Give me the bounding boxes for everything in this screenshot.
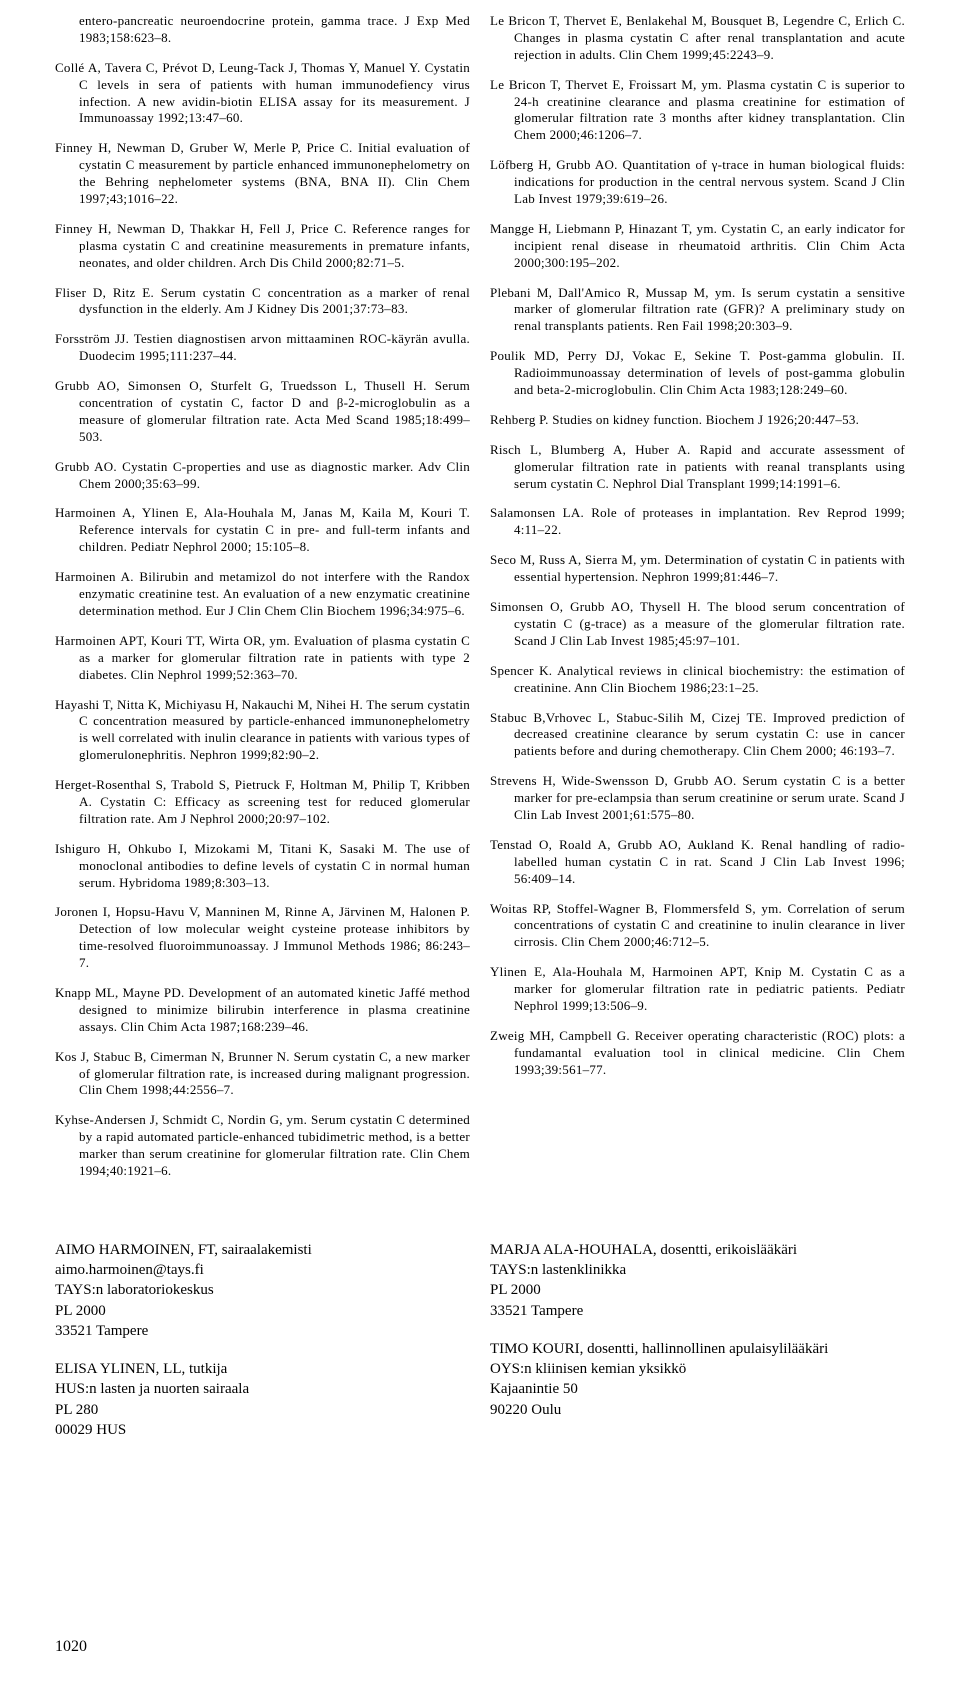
reference-entry: Kyhse-Andersen J, Schmidt C, Nordin G, y… (55, 1112, 470, 1180)
authors-column-right: MARJA ALA-HOUHALA, dosentti, erikoislääk… (490, 1240, 905, 1458)
reference-entry: Grubb AO, Simonsen O, Sturfelt G, Trueds… (55, 378, 470, 446)
authors-column-left: AIMO HARMOINEN, FT, sairaalakemistiaimo.… (55, 1240, 470, 1458)
reference-entry: Knapp ML, Mayne PD. Development of an au… (55, 985, 470, 1036)
reference-entry: Plebani M, Dall'Amico R, Mussap M, ym. I… (490, 285, 905, 336)
reference-entry: Harmoinen A. Bilirubin and metamizol do … (55, 569, 470, 620)
reference-entry: Herget-Rosenthal S, Trabold S, Pietruck … (55, 777, 470, 828)
author-line: PL 2000 (490, 1280, 905, 1300)
reference-entry: Harmoinen A, Ylinen E, Ala-Houhala M, Ja… (55, 505, 470, 556)
author-line: aimo.harmoinen@tays.fi (55, 1260, 470, 1280)
reference-entry: Hayashi T, Nitta K, Michiyasu H, Nakauch… (55, 697, 470, 765)
reference-entry: Seco M, Russ A, Sierra M, ym. Determinat… (490, 552, 905, 586)
author-line: 33521 Tampere (490, 1301, 905, 1321)
reference-entry: Fliser D, Ritz E. Serum cystatin C conce… (55, 285, 470, 319)
author-line: TAYS:n laboratoriokeskus (55, 1280, 470, 1300)
author-line: 00029 HUS (55, 1420, 470, 1440)
reference-entry: Zweig MH, Campbell G. Receiver operating… (490, 1028, 905, 1079)
reference-entry: Joronen I, Hopsu-Havu V, Manninen M, Rin… (55, 904, 470, 972)
reference-entry: Woitas RP, Stoffel-Wagner B, Flommersfel… (490, 901, 905, 952)
author-line: Kajaanintie 50 (490, 1379, 905, 1399)
reference-entry: Ylinen E, Ala-Houhala M, Harmoinen APT, … (490, 964, 905, 1015)
reference-entry: Kos J, Stabuc B, Cimerman N, Brunner N. … (55, 1049, 470, 1100)
author-line: 90220 Oulu (490, 1400, 905, 1420)
author-block: MARJA ALA-HOUHALA, dosentti, erikoislääk… (490, 1240, 905, 1321)
reference-entry: Poulik MD, Perry DJ, Vokac E, Sekine T. … (490, 348, 905, 399)
reference-entry: entero-pancreatic neuroendocrine protein… (55, 13, 470, 47)
reference-entry: Finney H, Newman D, Gruber W, Merle P, P… (55, 140, 470, 208)
author-line: TAYS:n lastenklinikka (490, 1260, 905, 1280)
reference-entry: Ishiguro H, Ohkubo I, Mizokami M, Titani… (55, 841, 470, 892)
reference-entry: Forsström JJ. Testien diagnostisen arvon… (55, 331, 470, 365)
reference-entry: Spencer K. Analytical reviews in clinica… (490, 663, 905, 697)
author-block: TIMO KOURI, dosentti, hallinnollinen apu… (490, 1339, 905, 1420)
reference-entry: Mangge H, Liebmann P, Hinazant T, ym. Cy… (490, 221, 905, 272)
author-line: ELISA YLINEN, LL, tutkija (55, 1359, 470, 1379)
author-line: AIMO HARMOINEN, FT, sairaalakemisti (55, 1240, 470, 1260)
reference-entry: Le Bricon T, Thervet E, Benlakehal M, Bo… (490, 13, 905, 64)
author-block: ELISA YLINEN, LL, tutkijaHUS:n lasten ja… (55, 1359, 470, 1440)
author-line: PL 280 (55, 1400, 470, 1420)
reference-entry: Rehberg P. Studies on kidney function. B… (490, 412, 905, 429)
reference-entry: Strevens H, Wide-Swensson D, Grubb AO. S… (490, 773, 905, 824)
references-column-left: entero-pancreatic neuroendocrine protein… (55, 0, 470, 1180)
author-block: AIMO HARMOINEN, FT, sairaalakemistiaimo.… (55, 1240, 470, 1341)
reference-entry: Löfberg H, Grubb AO. Quantitation of γ-t… (490, 157, 905, 208)
reference-entry: Risch L, Blumberg A, Huber A. Rapid and … (490, 442, 905, 493)
reference-entry: Le Bricon T, Thervet E, Froissart M, ym.… (490, 77, 905, 145)
reference-entry: Salamonsen LA. Role of proteases in impl… (490, 505, 905, 539)
author-line: OYS:n kliinisen kemian yksikkö (490, 1359, 905, 1379)
reference-entry: Stabuc B,Vrhovec L, Stabuc-Silih M, Cize… (490, 710, 905, 761)
author-line: TIMO KOURI, dosentti, hallinnollinen apu… (490, 1339, 905, 1359)
reference-entry: Tenstad O, Roald A, Grubb AO, Aukland K.… (490, 837, 905, 888)
reference-entry: Grubb AO. Cystatin C-properties and use … (55, 459, 470, 493)
author-line: 33521 Tampere (55, 1321, 470, 1341)
author-line: MARJA ALA-HOUHALA, dosentti, erikoislääk… (490, 1240, 905, 1260)
author-line: HUS:n lasten ja nuorten sairaala (55, 1379, 470, 1399)
reference-entry: Harmoinen APT, Kouri TT, Wirta OR, ym. E… (55, 633, 470, 684)
reference-entry: Finney H, Newman D, Thakkar H, Fell J, P… (55, 221, 470, 272)
reference-entry: Simonsen O, Grubb AO, Thysell H. The blo… (490, 599, 905, 650)
author-line: PL 2000 (55, 1301, 470, 1321)
references-column-right: Le Bricon T, Thervet E, Benlakehal M, Bo… (490, 0, 905, 1180)
page-number: 1020 (55, 1638, 905, 1656)
reference-entry: Collé A, Tavera C, Prévot D, Leung-Tack … (55, 60, 470, 128)
